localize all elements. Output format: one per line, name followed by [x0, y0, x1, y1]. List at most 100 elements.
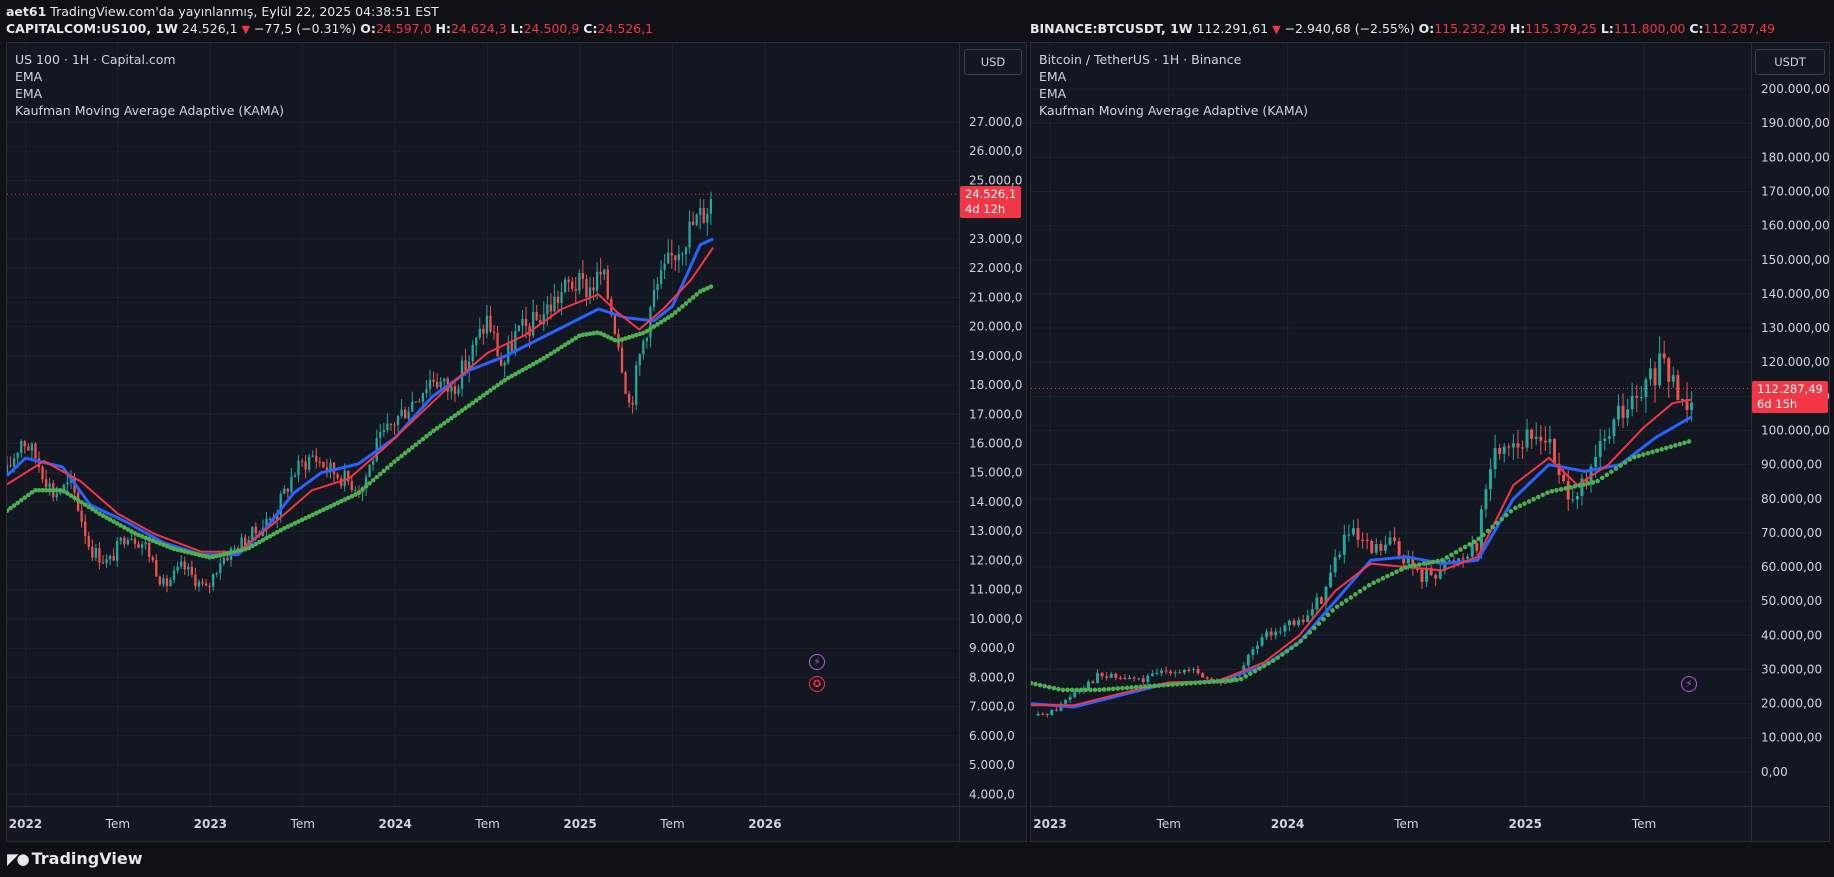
- right-candle-body: [1397, 541, 1401, 556]
- right-kama-dot: [1074, 687, 1079, 693]
- left-kama-dot: [665, 315, 671, 320]
- left-candle-body: [233, 547, 236, 549]
- left-kama-dot: [516, 369, 522, 375]
- left-kama-dot: [136, 532, 141, 538]
- right-legend-kama[interactable]: Kaufman Moving Average Adaptive (KAMA): [1039, 103, 1309, 118]
- left-legend-title[interactable]: US 100 · 1H · Capital.com: [15, 52, 176, 67]
- right-kama-dot: [1156, 683, 1162, 688]
- right-legend-ema-2[interactable]: EMA: [1039, 86, 1067, 101]
- right-price-tick-label: 0,00: [1761, 765, 1788, 779]
- left-candle-body: [524, 319, 528, 326]
- right-candle-body: [1187, 669, 1191, 671]
- left-kama-dot: [61, 488, 67, 494]
- left-candle-body: [368, 464, 371, 478]
- right-price-tick-label: 120.000,00: [1761, 355, 1829, 369]
- right-legend-ema-1[interactable]: EMA: [1039, 69, 1067, 84]
- left-candle-body: [297, 460, 300, 476]
- right-kama-dot: [1609, 469, 1614, 475]
- left-kama-dot: [26, 492, 31, 498]
- left-legend-ema-1[interactable]: EMA: [15, 69, 43, 84]
- left-symbol[interactable]: CAPITALCOM:US100, 1W: [6, 21, 178, 36]
- left-chart-svg[interactable]: 4.000,0 5.000,0 6.000,0 7.000,0 8.000,0 9.000…: [7, 43, 1026, 841]
- right-candle-body: [1653, 368, 1657, 386]
- left-candle-body: [172, 570, 176, 580]
- left-kama-dot: [182, 549, 188, 554]
- right-candle-body: [1224, 682, 1227, 684]
- right-kama-dot: [1526, 499, 1532, 504]
- left-candle-body: [212, 574, 215, 587]
- left-us-flag-event-icon[interactable]: ✪: [809, 676, 825, 692]
- right-lightning-event-icon[interactable]: ⚡: [1681, 676, 1697, 692]
- right-price-tick-label: 10.000,00: [1761, 731, 1822, 745]
- right-chart-panel[interactable]: 0,00 10.000,00 20.000,00 30.000,00 40.000,00…: [1030, 42, 1830, 842]
- right-candle-body: [1415, 568, 1419, 570]
- left-candle-body: [44, 479, 48, 488]
- left-candle-body: [389, 423, 393, 425]
- left-open-label: O:: [360, 21, 376, 36]
- right-candle-body: [1598, 440, 1602, 457]
- left-candle-body: [226, 557, 229, 561]
- left-price-tick-label: 16.000,0: [969, 437, 1022, 451]
- right-candle-body: [1406, 557, 1410, 564]
- right-kama-dot: [1165, 682, 1171, 688]
- right-symbol[interactable]: BINANCE:BTCUSDT, 1W: [1030, 21, 1193, 36]
- right-candle-body: [1306, 615, 1310, 622]
- right-candle-body: [1045, 713, 1049, 716]
- right-kama-dot: [1252, 668, 1258, 674]
- left-kama-dot: [481, 393, 486, 398]
- right-chart-svg[interactable]: 0,00 10.000,00 20.000,00 30.000,00 40.000,00…: [1031, 43, 1829, 841]
- right-time-tick-label: 2023: [1033, 817, 1066, 831]
- left-candle-body: [450, 386, 453, 392]
- right-candle-body: [1658, 353, 1662, 386]
- right-kama-dot: [1668, 444, 1674, 450]
- left-kama-dot: [90, 506, 95, 512]
- right-candle-body: [1333, 557, 1337, 573]
- left-legend-kama[interactable]: Kaufman Moving Average Adaptive (KAMA): [15, 103, 285, 118]
- right-kama-dot: [1312, 625, 1317, 631]
- left-kama-dot: [424, 434, 429, 439]
- left-candle-body: [546, 304, 549, 315]
- left-candle-body: [588, 287, 592, 298]
- right-candle-body: [1361, 539, 1365, 541]
- right-candle-body: [1603, 438, 1607, 441]
- left-candle-body: [613, 314, 617, 334]
- left-kama-dot: [609, 336, 614, 341]
- left-candle-body: [126, 539, 130, 545]
- right-kama-dot: [1042, 683, 1048, 689]
- left-candle-body: [407, 411, 410, 419]
- left-candle-body: [485, 315, 489, 334]
- left-legend-ema-2[interactable]: EMA: [15, 86, 43, 101]
- left-kama-dot: [459, 408, 465, 413]
- right-kama-dot: [1581, 482, 1587, 487]
- right-candle-body: [1278, 631, 1282, 633]
- right-candle-body: [1539, 436, 1543, 441]
- right-price-tick-label: 200.000,00: [1761, 82, 1829, 96]
- left-chart-panel[interactable]: 4.000,0 5.000,0 6.000,0 7.000,0 8.000,0 9.000…: [6, 42, 1027, 842]
- right-candle-body: [1301, 620, 1305, 622]
- left-kama-dot: [598, 331, 603, 336]
- left-candle-body: [169, 579, 172, 587]
- left-candle-body: [517, 325, 521, 331]
- right-candle-body: [1434, 575, 1438, 579]
- right-price-tick-label: 40.000,00: [1761, 628, 1822, 642]
- left-candle-body: [400, 409, 403, 416]
- right-kama-dot: [1339, 601, 1345, 606]
- right-currency-button[interactable]: USDT: [1755, 49, 1825, 75]
- left-price-tick-label: 15.000,0: [969, 466, 1022, 480]
- left-candle-body: [467, 361, 471, 371]
- left-kama-dot: [168, 545, 173, 550]
- left-kama-dot: [541, 355, 547, 361]
- right-legend-title[interactable]: Bitcoin / TetherUS · 1H · Binance: [1039, 52, 1242, 67]
- right-kama-dot: [1069, 687, 1075, 693]
- right-kama-dot: [1046, 684, 1052, 690]
- left-candle-body: [542, 314, 545, 325]
- left-candle-body: [396, 415, 400, 425]
- left-candle-body: [432, 379, 435, 382]
- left-currency-button[interactable]: USD: [964, 49, 1022, 75]
- tradingview-branding[interactable]: ◤● TradingView: [7, 849, 142, 868]
- left-kama-dot: [630, 333, 635, 339]
- left-lightning-event-icon[interactable]: ⚡: [809, 654, 825, 670]
- left-kama-dot: [569, 337, 575, 343]
- right-kama-dot: [1508, 508, 1514, 514]
- right-candle-body: [1141, 678, 1145, 682]
